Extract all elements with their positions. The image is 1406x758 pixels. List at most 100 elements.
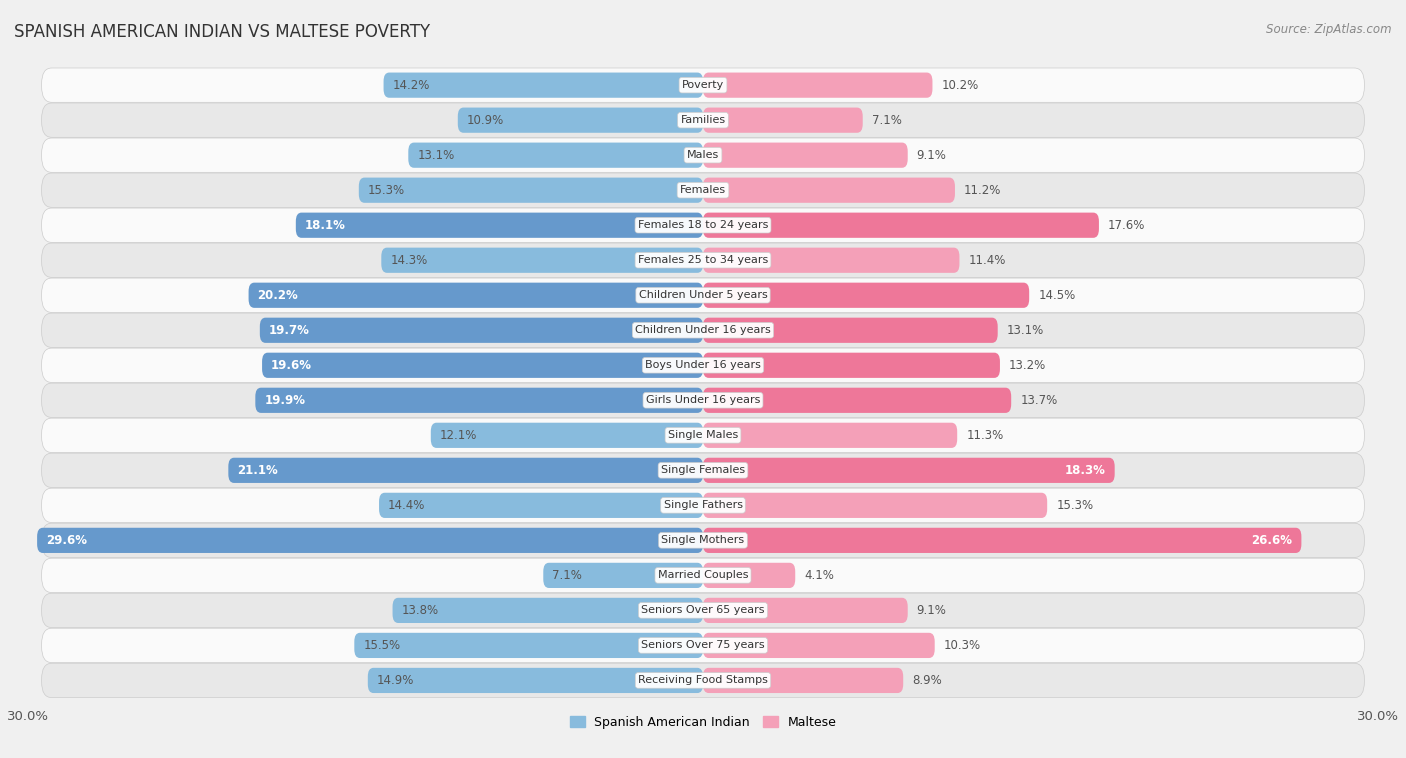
FancyBboxPatch shape <box>703 598 908 623</box>
Text: Source: ZipAtlas.com: Source: ZipAtlas.com <box>1267 23 1392 36</box>
FancyBboxPatch shape <box>703 248 959 273</box>
FancyBboxPatch shape <box>37 528 703 553</box>
FancyBboxPatch shape <box>42 628 1364 662</box>
FancyBboxPatch shape <box>381 248 703 273</box>
FancyBboxPatch shape <box>42 663 1364 697</box>
Text: SPANISH AMERICAN INDIAN VS MALTESE POVERTY: SPANISH AMERICAN INDIAN VS MALTESE POVER… <box>14 23 430 41</box>
FancyBboxPatch shape <box>42 418 1364 453</box>
Text: 14.3%: 14.3% <box>391 254 427 267</box>
Text: 29.6%: 29.6% <box>46 534 87 547</box>
Text: 11.2%: 11.2% <box>965 183 1001 196</box>
Text: 14.2%: 14.2% <box>392 79 430 92</box>
FancyBboxPatch shape <box>703 528 1302 553</box>
FancyBboxPatch shape <box>228 458 703 483</box>
FancyBboxPatch shape <box>42 523 1364 558</box>
Text: 13.1%: 13.1% <box>418 149 454 161</box>
FancyBboxPatch shape <box>368 668 703 693</box>
FancyBboxPatch shape <box>42 243 1364 277</box>
FancyBboxPatch shape <box>260 318 703 343</box>
Text: Children Under 16 years: Children Under 16 years <box>636 325 770 335</box>
Text: Girls Under 16 years: Girls Under 16 years <box>645 396 761 406</box>
FancyBboxPatch shape <box>543 562 703 588</box>
Text: 10.2%: 10.2% <box>942 79 979 92</box>
Text: 19.7%: 19.7% <box>269 324 309 337</box>
FancyBboxPatch shape <box>42 138 1364 172</box>
FancyBboxPatch shape <box>408 143 703 168</box>
FancyBboxPatch shape <box>430 423 703 448</box>
Text: Poverty: Poverty <box>682 80 724 90</box>
Text: 4.1%: 4.1% <box>804 569 834 582</box>
FancyBboxPatch shape <box>703 73 932 98</box>
Text: 18.3%: 18.3% <box>1064 464 1105 477</box>
Text: Children Under 5 years: Children Under 5 years <box>638 290 768 300</box>
Text: 7.1%: 7.1% <box>872 114 901 127</box>
FancyBboxPatch shape <box>703 177 955 203</box>
FancyBboxPatch shape <box>42 278 1364 312</box>
Text: Receiving Food Stamps: Receiving Food Stamps <box>638 675 768 685</box>
Text: Seniors Over 75 years: Seniors Over 75 years <box>641 641 765 650</box>
Text: 14.5%: 14.5% <box>1038 289 1076 302</box>
Text: 11.4%: 11.4% <box>969 254 1005 267</box>
FancyBboxPatch shape <box>354 633 703 658</box>
Text: 15.3%: 15.3% <box>1056 499 1094 512</box>
FancyBboxPatch shape <box>380 493 703 518</box>
Text: Married Couples: Married Couples <box>658 570 748 581</box>
FancyBboxPatch shape <box>42 488 1364 522</box>
Text: Families: Families <box>681 115 725 125</box>
Text: 21.1%: 21.1% <box>238 464 278 477</box>
FancyBboxPatch shape <box>703 562 796 588</box>
FancyBboxPatch shape <box>703 633 935 658</box>
FancyBboxPatch shape <box>703 318 998 343</box>
FancyBboxPatch shape <box>262 352 703 378</box>
FancyBboxPatch shape <box>359 177 703 203</box>
Text: Males: Males <box>688 150 718 160</box>
Text: 14.9%: 14.9% <box>377 674 415 687</box>
FancyBboxPatch shape <box>42 383 1364 418</box>
Text: 9.1%: 9.1% <box>917 604 946 617</box>
FancyBboxPatch shape <box>703 108 863 133</box>
Text: 13.8%: 13.8% <box>402 604 439 617</box>
Text: Single Females: Single Females <box>661 465 745 475</box>
Text: 15.3%: 15.3% <box>368 183 405 196</box>
FancyBboxPatch shape <box>458 108 703 133</box>
FancyBboxPatch shape <box>384 73 703 98</box>
FancyBboxPatch shape <box>703 387 1011 413</box>
Text: 20.2%: 20.2% <box>257 289 298 302</box>
FancyBboxPatch shape <box>42 68 1364 102</box>
Text: 10.9%: 10.9% <box>467 114 503 127</box>
Text: 9.1%: 9.1% <box>917 149 946 161</box>
Text: Boys Under 16 years: Boys Under 16 years <box>645 360 761 370</box>
Text: 18.1%: 18.1% <box>305 219 346 232</box>
FancyBboxPatch shape <box>703 458 1115 483</box>
Text: 12.1%: 12.1% <box>440 429 477 442</box>
Text: 15.5%: 15.5% <box>363 639 401 652</box>
Text: Single Mothers: Single Mothers <box>661 535 745 545</box>
FancyBboxPatch shape <box>703 212 1099 238</box>
Text: Females: Females <box>681 185 725 196</box>
FancyBboxPatch shape <box>256 387 703 413</box>
Text: Seniors Over 65 years: Seniors Over 65 years <box>641 606 765 615</box>
FancyBboxPatch shape <box>703 423 957 448</box>
FancyBboxPatch shape <box>703 352 1000 378</box>
FancyBboxPatch shape <box>42 208 1364 243</box>
Legend: Spanish American Indian, Maltese: Spanish American Indian, Maltese <box>564 711 842 735</box>
FancyBboxPatch shape <box>42 348 1364 383</box>
Text: 11.3%: 11.3% <box>966 429 1004 442</box>
Text: Females 18 to 24 years: Females 18 to 24 years <box>638 221 768 230</box>
Text: 19.9%: 19.9% <box>264 394 305 407</box>
Text: 13.7%: 13.7% <box>1021 394 1057 407</box>
Text: 8.9%: 8.9% <box>912 674 942 687</box>
FancyBboxPatch shape <box>703 668 903 693</box>
Text: 14.4%: 14.4% <box>388 499 426 512</box>
FancyBboxPatch shape <box>703 283 1029 308</box>
FancyBboxPatch shape <box>392 598 703 623</box>
FancyBboxPatch shape <box>42 313 1364 347</box>
FancyBboxPatch shape <box>42 173 1364 208</box>
FancyBboxPatch shape <box>42 453 1364 487</box>
FancyBboxPatch shape <box>249 283 703 308</box>
Text: 7.1%: 7.1% <box>553 569 582 582</box>
Text: 13.2%: 13.2% <box>1010 359 1046 371</box>
FancyBboxPatch shape <box>42 594 1364 628</box>
FancyBboxPatch shape <box>703 493 1047 518</box>
Text: 26.6%: 26.6% <box>1251 534 1292 547</box>
